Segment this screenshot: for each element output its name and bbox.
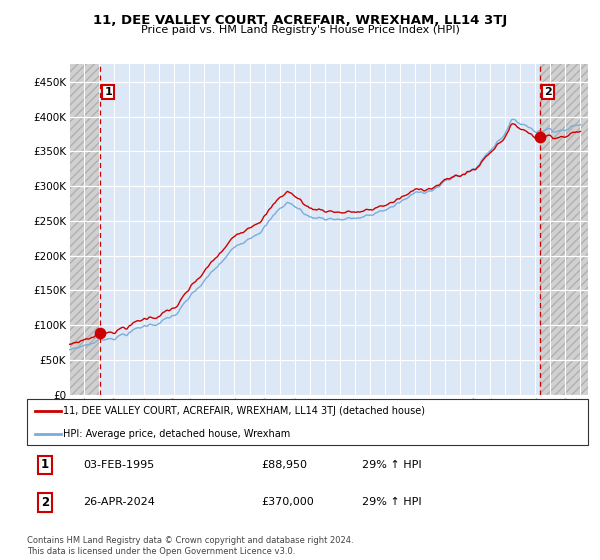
Point	[535, 133, 545, 142]
Text: 03-FEB-1995: 03-FEB-1995	[83, 460, 154, 470]
Text: £370,000: £370,000	[262, 497, 314, 507]
Bar	[100, 64, 540, 395]
Bar	[69, 64, 100, 395]
Text: 1: 1	[104, 87, 112, 97]
Bar	[540, 64, 588, 395]
Text: Contains HM Land Registry data © Crown copyright and database right 2024.
This d: Contains HM Land Registry data © Crown c…	[27, 536, 353, 556]
FancyBboxPatch shape	[27, 399, 588, 445]
Text: 2: 2	[41, 496, 49, 509]
Text: 11, DEE VALLEY COURT, ACREFAIR, WREXHAM, LL14 3TJ: 11, DEE VALLEY COURT, ACREFAIR, WREXHAM,…	[93, 14, 507, 27]
Point	[95, 329, 105, 338]
Text: 29% ↑ HPI: 29% ↑ HPI	[362, 460, 421, 470]
Text: £88,950: £88,950	[262, 460, 307, 470]
Text: 29% ↑ HPI: 29% ↑ HPI	[362, 497, 421, 507]
Text: 26-APR-2024: 26-APR-2024	[83, 497, 155, 507]
Text: 1: 1	[41, 458, 49, 471]
Bar	[540, 64, 588, 395]
Text: 11, DEE VALLEY COURT, ACREFAIR, WREXHAM, LL14 3TJ (detached house): 11, DEE VALLEY COURT, ACREFAIR, WREXHAM,…	[64, 406, 425, 416]
Bar	[69, 64, 100, 395]
Text: 2: 2	[544, 87, 551, 97]
Text: HPI: Average price, detached house, Wrexham: HPI: Average price, detached house, Wrex…	[64, 429, 291, 438]
Text: Price paid vs. HM Land Registry's House Price Index (HPI): Price paid vs. HM Land Registry's House …	[140, 25, 460, 35]
